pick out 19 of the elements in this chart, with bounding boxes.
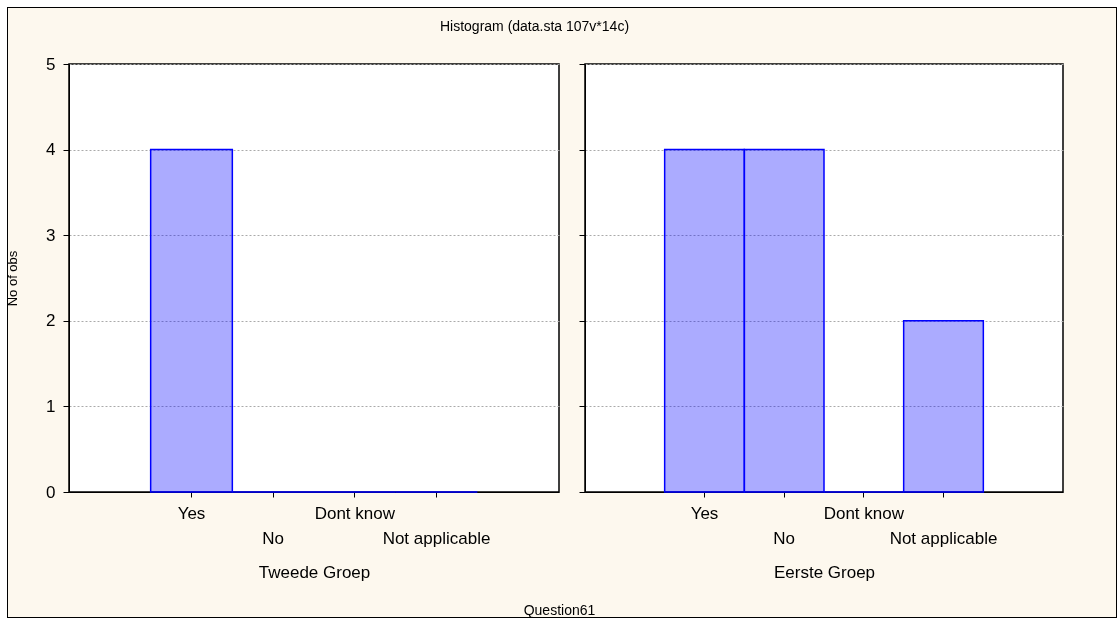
- x-tick-label: Dont know: [314, 503, 396, 523]
- x-axis-title: Tweede Groep: [258, 562, 371, 582]
- y-axis-title: No of obs: [4, 250, 20, 307]
- x-tick-label: Yes: [177, 503, 206, 523]
- text: Question61: [522, 602, 597, 618]
- x-tick-label: Not applicable: [382, 528, 491, 548]
- x-tick-label: No: [773, 528, 796, 548]
- x-tick-label: No: [262, 528, 285, 548]
- y-tick-label: 1: [46, 396, 56, 416]
- x-axis-title: Eerste Groep: [773, 562, 876, 582]
- text: Histogram (data.sta 107v*14c): [439, 18, 630, 35]
- y-tick-label: 0: [46, 482, 56, 502]
- x-tick-label: Yes: [690, 503, 719, 523]
- y-tick-label: 2: [46, 311, 56, 331]
- x-tick-label: Not applicable: [889, 528, 998, 548]
- y-tick-label: 3: [46, 225, 56, 245]
- y-tick-label: 4: [46, 140, 56, 160]
- x-tick-label: Dont know: [823, 503, 905, 523]
- y-tick-label: 5: [46, 54, 56, 74]
